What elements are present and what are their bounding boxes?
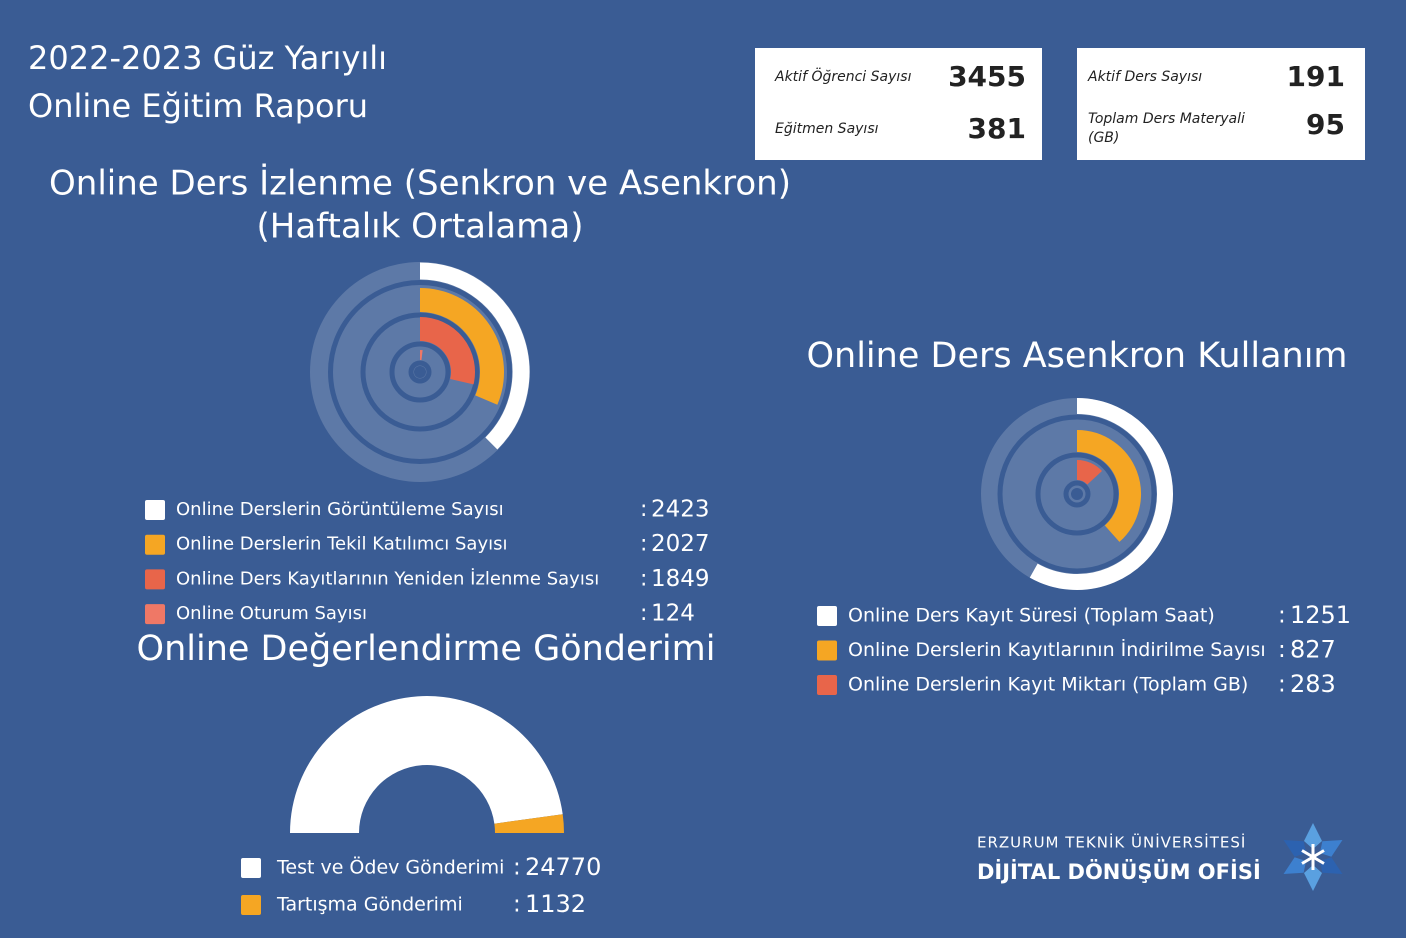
header-line: Online Eğitim Raporu	[28, 87, 368, 125]
legend-separator: :	[513, 892, 521, 918]
logo-star	[1301, 844, 1325, 870]
stat-label-wrap: Toplam Ders Materyali (GB)	[1088, 111, 1245, 146]
legend-label: Online Oturum Sayısı	[176, 603, 367, 624]
legend-swatch	[241, 895, 261, 915]
logo-line: DİJİTAL DÖNÜŞÜM OFİSİ	[977, 859, 1261, 884]
legend-separator: :	[513, 855, 521, 881]
stat-value: 191	[1287, 60, 1345, 93]
logo-petal	[1304, 823, 1322, 849]
ring-gap	[328, 280, 512, 464]
logo-icon	[1283, 823, 1343, 891]
legend-label: Tartışma Gönderimi	[276, 894, 463, 916]
doughnut-slice	[290, 696, 563, 833]
legend-value: 2423	[651, 497, 710, 523]
legend-swatch	[145, 534, 165, 555]
legend-swatch	[145, 500, 165, 520]
legend-separator: :	[640, 532, 647, 557]
header-line: 2022-2023 Güz Yarıyılı	[28, 39, 387, 77]
legend-label: Online Derslerin Görüntüleme Sayısı	[176, 499, 504, 520]
legend-value: 24770	[525, 853, 601, 881]
logo-petal	[1283, 857, 1307, 874]
stat-card: Aktif Ders Sayısı 191 Toplam Ders Matery…	[1077, 48, 1365, 160]
legend-value: 1849	[651, 566, 710, 592]
chart-title: Online Ders Asenkron Kullanım	[806, 336, 1347, 376]
ring-gap	[1035, 452, 1119, 536]
legend-swatch	[145, 569, 165, 590]
logo-petal	[1304, 865, 1322, 891]
stat-value: 3455	[948, 60, 1026, 93]
radial-bar	[1076, 460, 1103, 486]
radial-bar	[1029, 398, 1173, 590]
card-bg	[755, 48, 1042, 160]
center-dot	[414, 366, 426, 378]
legend-swatch	[241, 858, 261, 878]
radial-bar	[1076, 430, 1141, 542]
doughnut-slice	[494, 814, 564, 833]
legend-label: Online Derslerin Kayıt Miktarı (Toplam G…	[848, 674, 1248, 696]
ring-gap	[360, 312, 480, 432]
legend-swatch	[817, 606, 837, 626]
legend-value: 1132	[525, 890, 586, 918]
stat-card: Aktif Öğrenci Sayısı 3455 Eğitmen Sayısı…	[755, 48, 1042, 160]
legend-separator: :	[1278, 603, 1286, 629]
legend-value: 827	[1290, 636, 1336, 664]
legend-separator: :	[1278, 637, 1286, 663]
legend-label: Test ve Ödev Gönderimi	[276, 856, 504, 879]
legend-value: 2027	[651, 531, 710, 557]
legend-label: Online Derslerin Kayıtlarının İndirilme …	[848, 638, 1266, 661]
logo-line: ERZURUM TEKNİK ÜNİVERSİTESİ	[977, 833, 1246, 852]
card-bg	[1077, 48, 1365, 160]
stat-value: 95	[1306, 108, 1345, 141]
legend-label: Online Ders Kayıtlarının Yeniden İzlenme…	[176, 568, 599, 589]
legend-label: Online Ders Kayıt Süresi (Toplam Saat)	[848, 605, 1215, 627]
stat-label: Toplam Ders Materyali (GB)	[1088, 111, 1245, 146]
stat-label: Aktif Ders Sayısı	[1087, 69, 1202, 85]
legend-value: 124	[651, 601, 695, 627]
chart-title: Online Ders İzlenme (Senkron ve Asenkron…	[49, 164, 791, 204]
stat-label: Aktif Öğrenci Sayısı	[774, 67, 912, 85]
radial-bar	[419, 317, 475, 385]
ring-gap	[997, 414, 1157, 574]
legend-value: 283	[1290, 670, 1336, 698]
legend-separator: :	[640, 601, 647, 626]
center-dot	[1071, 488, 1083, 500]
legend-swatch	[817, 675, 837, 695]
legend-swatch	[145, 604, 165, 625]
radial-bar	[419, 262, 530, 450]
legend-swatch	[817, 640, 837, 661]
logo: ERZURUM TEKNİK ÜNİVERSİTESİ DİJİTAL DÖNÜ…	[977, 823, 1343, 891]
logo-petal	[1319, 857, 1343, 874]
chart-title: Online Değerlendirme Gönderimi	[137, 629, 716, 669]
legend-separator: :	[640, 497, 647, 522]
stat-value: 381	[968, 112, 1026, 145]
chart-subtitle: (Haftalık Ortalama)	[256, 207, 583, 247]
stat-label: Eğitmen Sayısı	[775, 121, 879, 137]
legend-value: 1251	[1290, 601, 1351, 629]
logo-petal	[1283, 840, 1307, 857]
logo-petal	[1319, 840, 1343, 857]
legend-separator: :	[1278, 672, 1286, 698]
legend-label: Online Derslerin Tekil Katılımcı Sayısı	[176, 534, 507, 555]
ring-gap	[389, 341, 451, 403]
legend-separator: :	[640, 566, 647, 591]
ring-gap	[408, 360, 432, 384]
ring-gap	[1063, 480, 1091, 508]
radial-bar	[419, 288, 504, 405]
